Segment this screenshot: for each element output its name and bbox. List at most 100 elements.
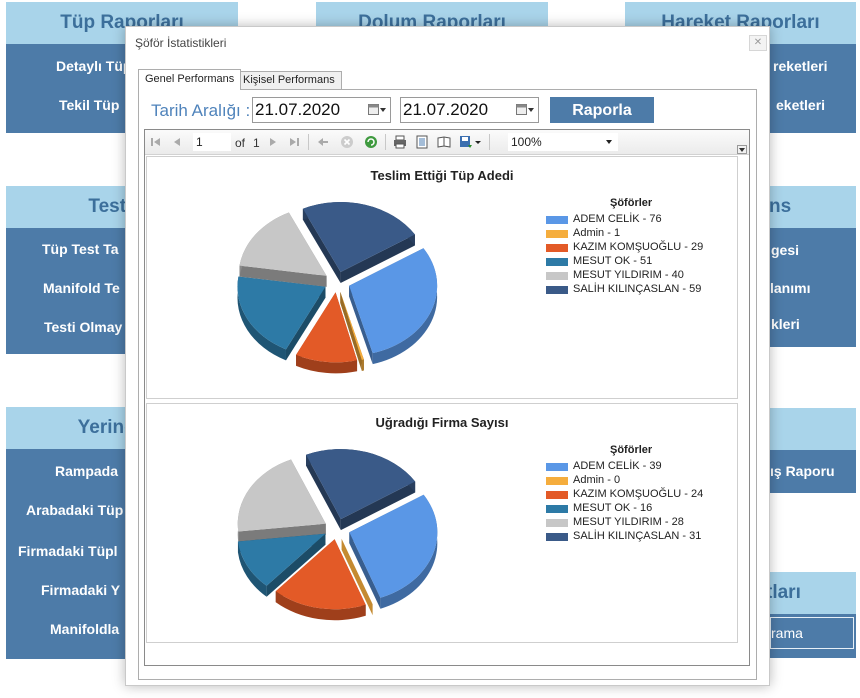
date-start-picker[interactable]: 21.07.2020 <box>252 97 391 123</box>
slice-edge <box>372 248 438 365</box>
menu-manifoldlar[interactable]: Manifoldla <box>50 621 120 637</box>
menu-tup-test[interactable]: Tüp Test Ta <box>42 241 119 257</box>
previous-page-icon[interactable] <box>170 135 184 149</box>
menu-firmadaki-tup[interactable]: Firmadaki Tüpl <box>18 543 118 559</box>
slice-edge <box>361 359 364 371</box>
legend-label: SALİH KILINÇASLAN - 59 <box>573 283 702 295</box>
menu-detayli-tup[interactable]: Detaylı Tüp <box>56 58 132 74</box>
legend-swatch <box>546 272 568 280</box>
legend-title: Şöförler <box>610 444 653 456</box>
slice-side <box>238 523 326 543</box>
close-button[interactable]: ✕ <box>749 35 767 51</box>
next-page-icon[interactable] <box>266 135 280 149</box>
zoom-select[interactable]: 100% <box>508 133 618 151</box>
menu-right-2[interactable]: lanımı <box>770 280 811 296</box>
menu-hareketleri-1[interactable]: reketleri <box>773 58 828 74</box>
print-icon[interactable] <box>393 135 407 149</box>
pie-slice-mesut-ok <box>237 533 326 597</box>
calendar-dropdown-icon[interactable] <box>368 104 386 116</box>
report-viewer: 1 of 1 100% Teslim Ettiği Tüp Adedi <box>144 129 750 666</box>
legend-swatch <box>546 519 568 527</box>
menu-tekil-tup[interactable]: Tekil Tüp <box>59 97 120 113</box>
menu-arama[interactable]: rama <box>770 617 854 649</box>
legend-label: KAZIM KOMŞUOĞLU - 24 <box>573 488 704 500</box>
toolbar-overflow-arrow[interactable] <box>737 145 747 154</box>
export-icon[interactable] <box>459 135 473 149</box>
slice-top <box>275 539 366 610</box>
chevron-down-icon <box>606 140 612 144</box>
slice-edge <box>296 354 358 374</box>
slice-top <box>340 292 364 360</box>
page-of-label: of <box>235 136 246 150</box>
pie-chart <box>237 449 438 621</box>
pie-slice-admin <box>340 292 364 371</box>
zoom-value: 100% <box>511 135 542 149</box>
slice-top <box>237 276 326 350</box>
menu-right-3[interactable]: kleri <box>771 316 800 332</box>
slice-side <box>302 208 341 284</box>
chart-title: Teslim Ettiği Tüp Adedi <box>370 168 514 183</box>
legend-swatch <box>546 244 568 252</box>
slice-side <box>340 481 416 531</box>
date-range-label: Tarih Aralığı : <box>151 101 251 120</box>
tab-genel-performans[interactable]: Genel Performans <box>138 69 242 90</box>
chart-teslim-ettigi-tup-adedi: Teslim Ettiği Tüp Adedi Şöförler ADEM CE… <box>146 156 738 399</box>
last-page-icon[interactable] <box>287 135 301 149</box>
pie-slice-mesut-yildirim <box>239 212 327 287</box>
menu-right-1[interactable]: gesi <box>771 242 800 258</box>
legend-swatch <box>546 463 568 471</box>
toolbar-separator <box>489 134 490 150</box>
slice-edge <box>275 591 366 621</box>
pie-slice-kazim-komsuoglu <box>275 539 366 621</box>
print-layout-icon[interactable] <box>415 135 429 149</box>
pie-slice-adem-celik <box>349 494 438 609</box>
menu-is-raporu[interactable]: ış Raporu <box>770 463 835 479</box>
legend-swatch <box>546 477 568 485</box>
menu-rampada[interactable]: Rampada <box>55 463 119 479</box>
slice-edge <box>380 494 438 609</box>
menu-arabadaki-tup[interactable]: Arabadaki Tüp <box>26 502 124 518</box>
date-end-picker[interactable]: 21.07.2020 <box>400 97 539 123</box>
legend-label: MESUT OK - 51 <box>573 255 653 267</box>
menu-manifold-test[interactable]: Manifold Te <box>43 280 120 296</box>
menu-testi-olmayan[interactable]: Testi Olmay <box>44 319 123 335</box>
refresh-icon[interactable] <box>364 135 378 149</box>
slice-top <box>306 449 416 520</box>
sofor-istatistikleri-dialog: Şöför İstatistikleri ✕ Genel Performans … <box>125 26 770 686</box>
legend-label: MESUT OK - 16 <box>573 502 653 514</box>
legend-swatch <box>546 216 568 224</box>
legend-label: SALİH KILINÇASLAN - 31 <box>573 530 702 542</box>
legend-swatch <box>546 533 568 541</box>
close-icon: ✕ <box>753 37 763 48</box>
export-dropdown-icon[interactable] <box>475 135 481 149</box>
slice-top <box>349 248 438 354</box>
legend-swatch <box>546 230 568 238</box>
slice-top <box>239 212 327 276</box>
legend-swatch <box>546 286 568 294</box>
raporla-button[interactable]: Raporla <box>550 97 654 123</box>
legend-label: MESUT YILDIRIM - 40 <box>573 269 684 281</box>
date-start-value: 21.07.2020 <box>255 100 341 119</box>
current-page-input[interactable]: 1 <box>193 133 231 151</box>
calendar-dropdown-icon[interactable] <box>516 104 534 116</box>
stop-icon[interactable] <box>340 135 354 149</box>
pie-slice-kazim-komsuoglu <box>296 292 358 374</box>
slice-top <box>237 459 326 532</box>
slice-side <box>349 532 381 609</box>
slice-side <box>340 234 415 284</box>
menu-hareketleri-2[interactable]: eketleri <box>776 97 826 113</box>
legend-title: Şöförler <box>610 197 653 209</box>
pie-slice-mesut-ok <box>237 276 326 361</box>
slice-edge <box>237 541 267 597</box>
legend-label: ADEM CELİK - 76 <box>573 213 662 225</box>
tab-kisisel-performans[interactable]: Kişisel Performans <box>236 71 342 89</box>
back-icon[interactable] <box>316 135 330 149</box>
legend-swatch <box>546 258 568 266</box>
legend-label: ADEM CELİK - 39 <box>573 460 662 472</box>
menu-firmadaki-y[interactable]: Firmadaki Y <box>41 582 121 598</box>
toolbar-separator <box>308 134 309 150</box>
page-setup-icon[interactable] <box>437 135 451 149</box>
slice-side <box>285 286 326 361</box>
first-page-icon[interactable] <box>149 135 163 149</box>
pie-slice-salih-kilincaslan <box>302 202 415 284</box>
